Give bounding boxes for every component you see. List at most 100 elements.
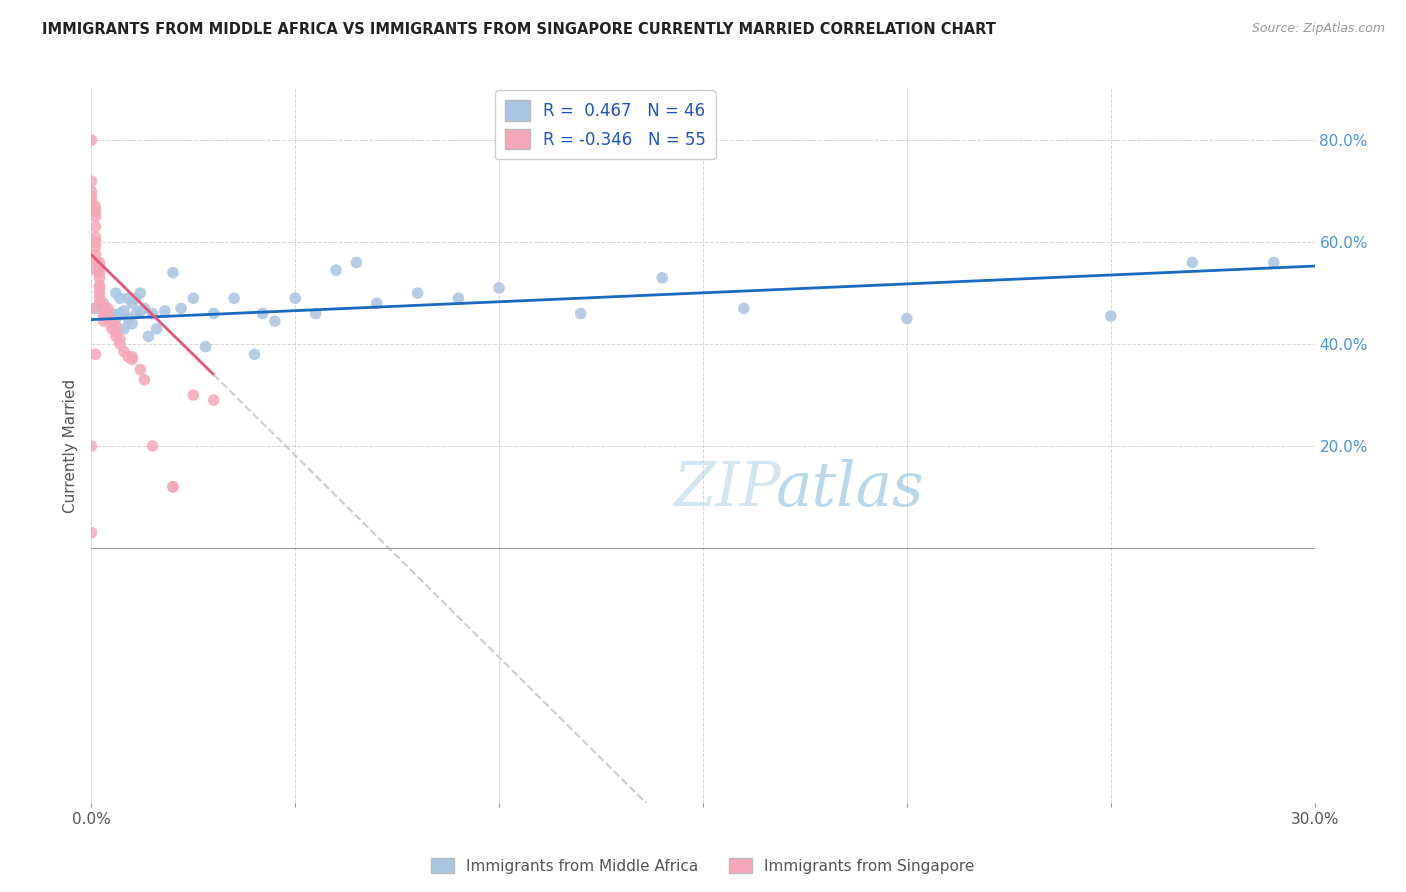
Point bbox=[93, 306, 115, 320]
Point bbox=[243, 347, 266, 361]
Point bbox=[153, 304, 176, 318]
Text: ZIP: ZIP bbox=[673, 458, 782, 519]
Y-axis label: Currently Married: Currently Married bbox=[63, 379, 79, 513]
Point bbox=[304, 306, 326, 320]
Point bbox=[97, 311, 120, 326]
Point bbox=[121, 317, 143, 331]
Point bbox=[97, 306, 120, 320]
Point bbox=[112, 344, 135, 359]
Point bbox=[117, 350, 139, 364]
Text: atlas: atlas bbox=[776, 458, 924, 519]
Point bbox=[112, 322, 135, 336]
Point bbox=[651, 270, 673, 285]
Point bbox=[138, 329, 160, 343]
Point bbox=[325, 263, 347, 277]
Point bbox=[89, 260, 111, 275]
Point bbox=[104, 286, 127, 301]
Point bbox=[80, 194, 103, 209]
Point bbox=[112, 304, 135, 318]
Point bbox=[125, 291, 148, 305]
Point bbox=[101, 322, 124, 336]
Point bbox=[89, 281, 111, 295]
Point bbox=[89, 296, 111, 310]
Point bbox=[1263, 255, 1285, 269]
Point bbox=[104, 311, 127, 326]
Point bbox=[125, 306, 148, 320]
Point bbox=[134, 301, 156, 316]
Point bbox=[183, 388, 205, 402]
Point bbox=[84, 263, 107, 277]
Point bbox=[84, 210, 107, 224]
Legend: Immigrants from Middle Africa, Immigrants from Singapore: Immigrants from Middle Africa, Immigrant… bbox=[425, 852, 981, 880]
Point bbox=[101, 314, 124, 328]
Point bbox=[89, 270, 111, 285]
Point bbox=[80, 184, 103, 198]
Point bbox=[93, 304, 115, 318]
Point bbox=[162, 480, 184, 494]
Point bbox=[366, 296, 388, 310]
Point bbox=[202, 306, 225, 320]
Point bbox=[97, 301, 120, 316]
Point bbox=[162, 266, 184, 280]
Point bbox=[84, 219, 107, 234]
Point bbox=[80, 301, 103, 316]
Point bbox=[93, 299, 115, 313]
Point bbox=[104, 324, 127, 338]
Point bbox=[89, 255, 111, 269]
Point bbox=[104, 329, 127, 343]
Point bbox=[1099, 309, 1122, 323]
Point bbox=[108, 332, 131, 346]
Point bbox=[896, 311, 918, 326]
Point bbox=[108, 306, 131, 320]
Point bbox=[93, 309, 115, 323]
Point bbox=[121, 350, 143, 364]
Point bbox=[80, 189, 103, 203]
Point bbox=[101, 317, 124, 331]
Point bbox=[80, 439, 103, 453]
Point bbox=[194, 340, 217, 354]
Point bbox=[141, 439, 163, 453]
Point bbox=[129, 286, 152, 301]
Point bbox=[80, 525, 103, 540]
Point bbox=[84, 204, 107, 219]
Point bbox=[134, 373, 156, 387]
Point bbox=[284, 291, 307, 305]
Point bbox=[84, 255, 107, 269]
Point bbox=[80, 174, 103, 188]
Point bbox=[129, 362, 152, 376]
Text: Source: ZipAtlas.com: Source: ZipAtlas.com bbox=[1251, 22, 1385, 36]
Point bbox=[488, 281, 510, 295]
Point bbox=[121, 352, 143, 367]
Point bbox=[162, 480, 184, 494]
Point bbox=[117, 311, 139, 326]
Point bbox=[117, 291, 139, 305]
Point bbox=[84, 240, 107, 254]
Legend: R =  0.467   N = 46, R = -0.346   N = 55: R = 0.467 N = 46, R = -0.346 N = 55 bbox=[495, 90, 716, 160]
Point bbox=[93, 314, 115, 328]
Point bbox=[121, 296, 143, 310]
Point bbox=[84, 248, 107, 262]
Point bbox=[84, 347, 107, 361]
Point bbox=[84, 301, 107, 316]
Point bbox=[264, 314, 287, 328]
Point bbox=[733, 301, 755, 316]
Point bbox=[170, 301, 193, 316]
Point bbox=[84, 199, 107, 213]
Point bbox=[569, 306, 592, 320]
Point bbox=[89, 291, 111, 305]
Point bbox=[89, 266, 111, 280]
Point bbox=[89, 286, 111, 301]
Point bbox=[84, 235, 107, 249]
Point bbox=[252, 306, 274, 320]
Point bbox=[406, 286, 429, 301]
Point bbox=[93, 296, 115, 310]
Point bbox=[447, 291, 470, 305]
Point bbox=[104, 319, 127, 334]
Point bbox=[145, 322, 167, 336]
Point bbox=[108, 291, 131, 305]
Text: IMMIGRANTS FROM MIDDLE AFRICA VS IMMIGRANTS FROM SINGAPORE CURRENTLY MARRIED COR: IMMIGRANTS FROM MIDDLE AFRICA VS IMMIGRA… bbox=[42, 22, 995, 37]
Point bbox=[141, 306, 163, 320]
Point bbox=[202, 393, 225, 408]
Point bbox=[80, 133, 103, 147]
Point bbox=[101, 306, 124, 320]
